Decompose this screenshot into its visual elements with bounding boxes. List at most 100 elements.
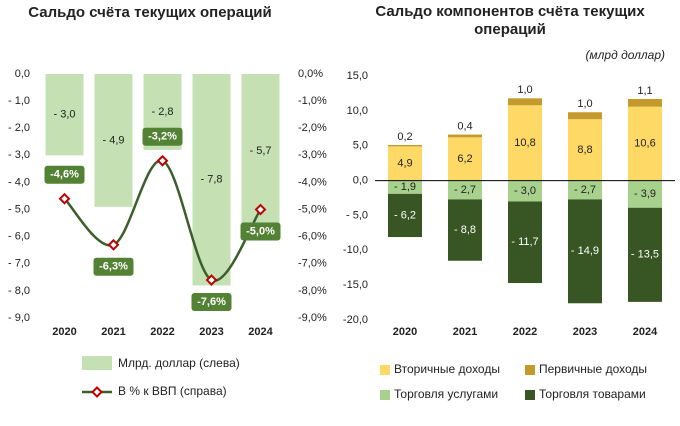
bar-segment bbox=[448, 134, 482, 138]
data-label: - 3,0 bbox=[514, 185, 536, 197]
y2-tick-label: -5,0% bbox=[298, 203, 327, 215]
bar-segment bbox=[568, 119, 602, 181]
bar-segment bbox=[388, 145, 422, 147]
bar-segment bbox=[508, 201, 542, 284]
y-tick-label: 0,0 bbox=[15, 68, 30, 80]
marker bbox=[156, 154, 169, 167]
marker bbox=[107, 238, 120, 251]
data-label: 4,9 bbox=[397, 157, 412, 169]
bar-segment bbox=[448, 137, 482, 181]
data-label-box bbox=[191, 293, 232, 312]
data-label-box bbox=[93, 257, 134, 276]
data-label: 1,0 bbox=[577, 98, 592, 110]
data-label: -5,0% bbox=[246, 225, 275, 237]
chart-title: Сальдо счёта текущих операций bbox=[28, 4, 271, 21]
y-tick-label: - 2,0 bbox=[8, 122, 30, 134]
data-label: - 2,8 bbox=[151, 106, 173, 118]
bar-segment bbox=[388, 146, 422, 181]
y2-tick-label: -3,0% bbox=[298, 149, 327, 161]
data-label: -7,6% bbox=[197, 296, 226, 308]
y2-tick-label: -6,0% bbox=[298, 231, 327, 243]
data-label: -3,2% bbox=[148, 131, 177, 143]
y-tick-label: -10,0 bbox=[343, 244, 368, 256]
y-tick-label: - 8,0 bbox=[8, 285, 30, 297]
y2-tick-label: 0,0% bbox=[298, 68, 323, 80]
data-label: 10,6 bbox=[634, 138, 655, 150]
marker bbox=[205, 274, 218, 286]
y-tick-label: - 4,0 bbox=[8, 176, 30, 188]
bar-segment bbox=[448, 180, 482, 200]
x-tick-label: 2022 bbox=[150, 326, 174, 338]
legend-label: Вторичные доходы bbox=[394, 362, 500, 376]
bar-segment bbox=[508, 180, 542, 202]
bar bbox=[94, 74, 133, 207]
y2-tick-label: -9,0% bbox=[298, 312, 327, 324]
legend-swatch bbox=[525, 365, 535, 375]
y-tick-label: - 5,0 bbox=[8, 203, 30, 215]
bar-segment bbox=[628, 207, 662, 302]
bar-segment bbox=[388, 193, 422, 238]
data-label-box bbox=[44, 165, 85, 184]
bar-segment bbox=[508, 98, 542, 106]
x-tick-label: 2021 bbox=[101, 326, 125, 338]
legend-swatch bbox=[82, 356, 112, 370]
bar-segment bbox=[508, 105, 542, 181]
legend-swatch bbox=[525, 390, 535, 400]
y-tick-label: - 6,0 bbox=[8, 231, 30, 243]
data-label: 1,1 bbox=[637, 85, 652, 97]
legend-swatch bbox=[380, 390, 390, 400]
y2-tick-label: -4,0% bbox=[298, 176, 327, 188]
data-label: -4,6% bbox=[50, 169, 79, 181]
data-label: 6,2 bbox=[457, 153, 472, 165]
data-label: -6,3% bbox=[99, 261, 128, 273]
data-label: - 7,8 bbox=[200, 174, 222, 186]
data-label: - 5,7 bbox=[249, 145, 271, 157]
data-label: - 2,7 bbox=[574, 184, 596, 196]
bar-segment bbox=[568, 180, 602, 200]
y-tick-label: - 5,0 bbox=[346, 209, 368, 221]
bar-segment bbox=[568, 112, 602, 120]
chart-title: Сальдо компонентов счёта текущих операци… bbox=[375, 3, 645, 38]
x-tick-label: 2021 bbox=[453, 326, 477, 338]
y2-tick-label: -7,0% bbox=[298, 258, 327, 270]
legend-marker bbox=[91, 386, 103, 398]
y-tick-label: -15,0 bbox=[343, 279, 368, 291]
y-tick-label: 5,0 bbox=[353, 140, 368, 152]
y-tick-label: - 1,0 bbox=[8, 95, 30, 107]
bar bbox=[241, 74, 280, 229]
data-label: - 1,9 bbox=[394, 181, 416, 193]
data-label: - 4,9 bbox=[102, 134, 124, 146]
y-tick-label: -20,0 bbox=[343, 314, 368, 326]
legend-label: Торговля товарами bbox=[539, 387, 646, 401]
x-tick-label: 2020 bbox=[52, 326, 76, 338]
bar-segment bbox=[448, 199, 482, 261]
bar-segment bbox=[628, 106, 662, 181]
legend-label: Торговля услугами bbox=[394, 387, 498, 401]
legend-label: В % к ВВП (справа) bbox=[118, 384, 227, 398]
y2-tick-label: -1,0% bbox=[298, 95, 327, 107]
data-label: 0,4 bbox=[457, 120, 472, 132]
legend-swatch bbox=[380, 365, 390, 375]
y2-tick-label: -8,0% bbox=[298, 285, 327, 297]
y-tick-label: - 9,0 bbox=[8, 312, 30, 324]
bar bbox=[192, 74, 231, 286]
data-label: - 3,9 bbox=[634, 188, 656, 200]
data-label: - 14,9 bbox=[571, 245, 599, 257]
data-label: 0,2 bbox=[397, 131, 412, 143]
y-tick-label: 10,0 bbox=[347, 105, 368, 117]
data-label: - 13,5 bbox=[631, 249, 659, 261]
x-tick-label: 2023 bbox=[573, 326, 597, 338]
data-label-box bbox=[240, 222, 281, 241]
bar-segment bbox=[568, 199, 602, 304]
marker bbox=[58, 192, 71, 205]
y-tick-label: 0,0 bbox=[353, 174, 368, 186]
data-label: 10,8 bbox=[514, 137, 535, 149]
x-tick-label: 2022 bbox=[513, 326, 537, 338]
data-label: - 11,7 bbox=[511, 236, 538, 248]
data-label: - 6,2 bbox=[394, 209, 416, 221]
chart-subtitle: (млрд доллар) bbox=[585, 48, 665, 62]
data-label-box bbox=[142, 127, 183, 146]
data-label: 8,8 bbox=[577, 144, 592, 156]
